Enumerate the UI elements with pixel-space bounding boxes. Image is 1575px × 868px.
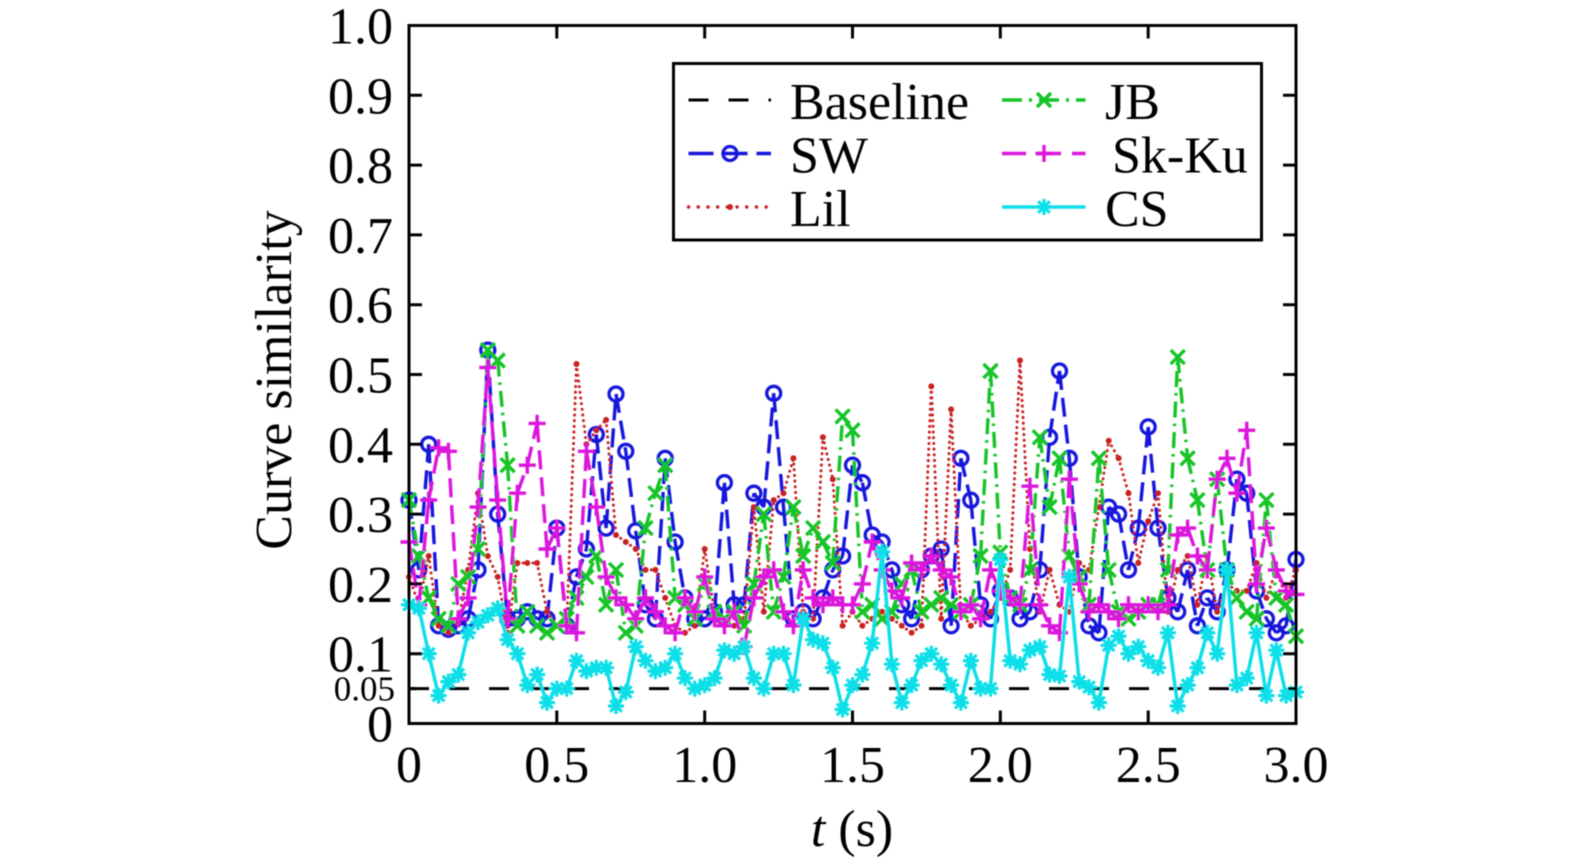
svg-text:3.0: 3.0	[1264, 737, 1329, 794]
svg-text:CS: CS	[1105, 181, 1169, 238]
svg-text:1.0: 1.0	[672, 737, 737, 794]
svg-text:t (s): t (s)	[811, 801, 893, 858]
svg-text:0.9: 0.9	[328, 68, 393, 125]
svg-text:0.5: 0.5	[328, 348, 393, 405]
svg-text:SW: SW	[790, 128, 868, 185]
svg-text:Lil: Lil	[790, 181, 851, 238]
svg-text:Baseline: Baseline	[790, 74, 969, 131]
svg-text:0.6: 0.6	[328, 278, 393, 335]
svg-text:2.0: 2.0	[968, 737, 1033, 794]
svg-text:0.05: 0.05	[334, 670, 395, 709]
svg-text:0.8: 0.8	[328, 138, 393, 195]
svg-text:0.5: 0.5	[524, 737, 589, 794]
svg-text:0.4: 0.4	[328, 417, 393, 474]
svg-text:Curve similarity: Curve similarity	[246, 210, 303, 549]
svg-text:0.3: 0.3	[328, 487, 393, 544]
svg-text:1.5: 1.5	[820, 737, 885, 794]
svg-text:Sk-Ku: Sk-Ku	[1112, 128, 1248, 185]
svg-text:0.2: 0.2	[328, 557, 393, 614]
svg-text:0.1: 0.1	[328, 627, 393, 684]
svg-text:0.7: 0.7	[328, 208, 393, 265]
svg-text:1.0: 1.0	[328, 0, 393, 56]
svg-text:JB: JB	[1105, 74, 1160, 131]
svg-text:0: 0	[396, 737, 422, 794]
svg-text:0: 0	[367, 697, 393, 754]
svg-text:2.5: 2.5	[1116, 737, 1181, 794]
